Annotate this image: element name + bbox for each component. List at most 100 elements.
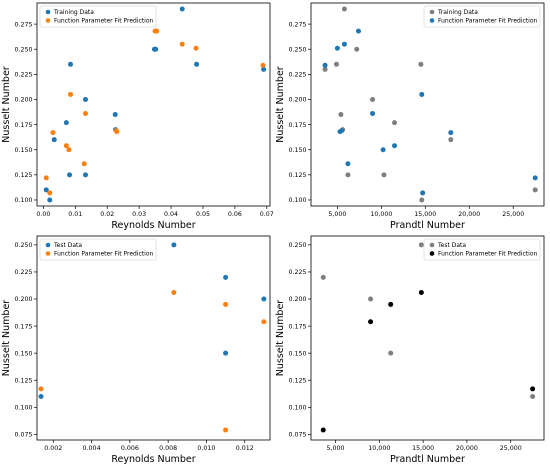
data-point-series-2: [392, 143, 398, 149]
y-tick-label: 0.200: [288, 97, 306, 104]
data-point-series-1: [67, 172, 73, 178]
x-tick-label: 25,000: [502, 211, 524, 218]
x-tick-label: 0.002: [44, 445, 62, 452]
y-tick-label: 0.150: [14, 147, 32, 154]
x-tick-label: 0.06: [228, 211, 242, 218]
x-tick-label: 5,000: [328, 211, 346, 218]
data-point-series-2: [260, 62, 266, 68]
legend-marker: [45, 242, 51, 248]
y-tick-label: 0.175: [14, 323, 32, 330]
data-point-series-2: [334, 45, 340, 51]
data-point-series-2: [47, 190, 53, 196]
x-axis-label: Reynolds Number: [111, 220, 195, 231]
legend-marker: [429, 18, 435, 23]
data-point-series-1: [418, 61, 424, 67]
legend-marker: [429, 242, 435, 248]
legend-label: Function Parameter Fit Prediction: [438, 251, 537, 258]
data-point-series-2: [388, 301, 394, 307]
y-tick-label: 0.075: [288, 432, 306, 439]
y-tick-label: 0.225: [14, 269, 32, 276]
data-point-series-1: [223, 350, 229, 356]
y-tick-label: 0.100: [288, 404, 306, 411]
x-tick-label: 5,000: [327, 445, 345, 452]
data-point-series-1: [51, 137, 57, 143]
data-point-series-2: [38, 386, 44, 392]
chart-panel-1: 0.00 0.01 0.02 0.03 0.04 0.05 0.06 0.07 0.100 0.1…: [1, 2, 274, 231]
chart-panel-2: 5,000 10,000 15,000 20,000 25,000 0.100 0.125 0…: [275, 2, 545, 231]
x-tick-label: 15,000: [414, 211, 436, 218]
legend-marker: [45, 251, 51, 256]
data-point-series-1: [354, 46, 360, 52]
y-tick-label: 0.075: [14, 432, 32, 439]
axes-frame: [36, 2, 271, 207]
data-point-series-2: [223, 427, 229, 433]
legend: Training Data Function Parameter Fit Pred…: [39, 5, 157, 28]
data-point-series-2: [420, 190, 426, 196]
x-tick-label: 25,000: [500, 445, 522, 452]
data-point-series-2: [66, 147, 72, 153]
data-point-series-2: [320, 427, 326, 433]
data-point-series-1: [43, 187, 49, 193]
data-point-series-1: [338, 112, 344, 118]
data-point-series-2: [370, 111, 376, 117]
x-axis-label: Prandtl Number: [390, 220, 465, 231]
data-point-series-1: [68, 61, 74, 67]
data-point-series-2: [63, 143, 69, 149]
legend: Test Data Function Parameter Fit Predicti…: [423, 238, 541, 261]
legend-box: [39, 5, 157, 28]
data-point-series-1: [392, 120, 398, 126]
legend-label: Test Data: [437, 242, 466, 249]
y-tick-label: 0.125: [14, 377, 32, 384]
data-point-series-1: [83, 172, 89, 178]
data-point-series-2: [532, 175, 538, 181]
y-tick-label: 0.275: [288, 21, 306, 28]
x-tick-label: 0.012: [236, 445, 254, 452]
data-point-series-2: [114, 129, 120, 135]
data-point-series-2: [171, 290, 177, 296]
legend-marker: [429, 251, 435, 256]
data-point-series-1: [83, 96, 89, 102]
data-point-series-2: [380, 147, 386, 153]
axes-frame: [36, 235, 271, 441]
data-point-series-2: [261, 319, 267, 325]
x-tick-label: 0.05: [196, 211, 210, 218]
y-axis-label: Nusselt Number: [1, 300, 12, 377]
legend-label: Test Data: [53, 242, 82, 249]
data-point-series-1: [368, 296, 374, 302]
chart-panel-4: 5,000 10,000 15,000 20,000 25,000 0.075 0.100 0…: [275, 235, 545, 464]
y-tick-label: 0.125: [14, 172, 32, 179]
legend-label: Function Parameter Fit Prediction: [438, 18, 537, 25]
data-point-series-2: [368, 319, 374, 325]
y-tick-label: 0.200: [288, 296, 306, 303]
data-point-series-2: [81, 161, 87, 167]
data-point-series-2: [322, 62, 328, 68]
data-point-series-1: [153, 46, 159, 52]
y-tick-label: 0.100: [288, 197, 306, 204]
data-point-series-1: [530, 393, 536, 399]
y-tick-label: 0.100: [14, 404, 32, 411]
data-point-series-2: [530, 386, 536, 392]
data-point-series-2: [419, 91, 425, 97]
data-point-series-1: [47, 197, 53, 203]
data-point-series-1: [112, 112, 118, 118]
chart-panel-3: 0.002 0.004 0.006 0.008 0.010 0.012 0.075 0.100…: [1, 235, 271, 464]
y-tick-label: 0.250: [288, 242, 306, 249]
y-tick-label: 0.225: [14, 72, 32, 79]
legend-marker: [429, 9, 435, 15]
x-axis-label: Prandtl Number: [390, 454, 465, 464]
data-point-series-1: [341, 6, 347, 12]
data-point-series-2: [341, 41, 347, 47]
data-point-series-1: [223, 274, 229, 280]
y-tick-label: 0.175: [14, 122, 32, 129]
data-point-series-2: [339, 128, 345, 134]
x-tick-label: 0.004: [83, 445, 101, 452]
axes-frame: [310, 235, 545, 441]
y-tick-label: 0.200: [14, 97, 32, 104]
data-point-series-1: [381, 172, 387, 178]
data-point-series-1: [320, 274, 326, 280]
data-point-series-2: [193, 45, 199, 51]
x-tick-label: 0.008: [159, 445, 177, 452]
legend-label: Training Data: [437, 9, 478, 16]
y-axis-label: Nusselt Number: [1, 66, 12, 143]
